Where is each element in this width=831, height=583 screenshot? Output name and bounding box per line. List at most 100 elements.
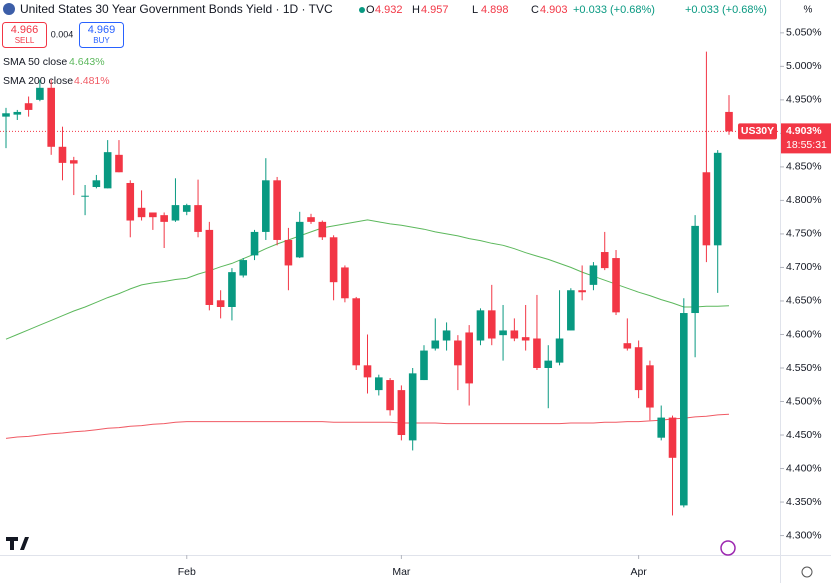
candle-body <box>262 180 270 232</box>
ohlc-label: H <box>412 4 420 16</box>
sell-button[interactable]: 4.966 SELL <box>2 22 47 48</box>
ohlc-label: L <box>472 4 478 16</box>
axis-unit: % <box>804 5 813 16</box>
y-tick-label: 4.400% <box>786 462 822 474</box>
candle-body <box>600 252 609 269</box>
tv-logo <box>6 537 29 550</box>
x-tick-label: Feb <box>178 566 196 578</box>
candle-body <box>476 310 485 341</box>
candle-body <box>228 272 236 307</box>
candle-body <box>126 182 135 221</box>
candle-body <box>81 195 89 197</box>
candle-body <box>194 205 202 232</box>
candle-body <box>318 221 327 238</box>
ohlc-value: 4.903 <box>540 4 568 16</box>
candle-body <box>555 338 564 363</box>
candle-body <box>578 290 586 293</box>
y-tick-label: 4.300% <box>786 529 822 541</box>
candle-body <box>544 360 553 368</box>
candle-body <box>499 330 507 336</box>
sma-line <box>5 413 730 439</box>
y-tick-label: 4.600% <box>786 328 822 340</box>
legend-name: SMA 50 close <box>3 56 67 68</box>
candle-body <box>454 340 462 366</box>
candle-body <box>69 160 78 164</box>
y-tick-label: 5.000% <box>786 60 822 72</box>
candle-body <box>205 229 214 305</box>
buy-label: BUY <box>93 36 110 45</box>
status-dot <box>359 7 365 13</box>
candle-body <box>691 225 699 314</box>
candle-body <box>352 298 361 366</box>
candle-body <box>521 337 530 341</box>
candle-body <box>510 330 519 339</box>
countdown: 18:55:31 <box>786 139 827 151</box>
candle-body <box>386 380 394 411</box>
settings-icon[interactable] <box>801 566 813 578</box>
y-tick-label: 4.750% <box>786 228 822 240</box>
candle-body <box>657 417 666 438</box>
candle-body <box>612 258 620 313</box>
price-box <box>781 123 831 154</box>
y-tick-label: 4.650% <box>786 295 822 307</box>
candle-body <box>273 180 281 240</box>
title: United States 30 Year Government Bonds Y… <box>20 2 333 16</box>
flash-icon[interactable] <box>720 540 736 556</box>
candle-body <box>160 215 168 222</box>
spread: 0.004 <box>51 29 74 39</box>
y-tick-label: 4.950% <box>786 94 822 106</box>
candle-body <box>58 146 67 163</box>
y-tick-label: 4.550% <box>786 362 822 374</box>
candle-body <box>363 365 372 378</box>
candle-body <box>295 221 304 258</box>
candle-body <box>329 237 338 283</box>
ohlc-value: 4.957 <box>421 4 449 16</box>
buy-price: 4.969 <box>88 24 116 36</box>
change: +0.033 (+0.68%) <box>685 4 767 16</box>
y-tick-label: 4.700% <box>786 261 822 273</box>
candle-body <box>182 205 191 212</box>
price-label: 4.903% <box>786 125 822 137</box>
candle-body <box>533 338 541 368</box>
y-tick-label: 4.450% <box>786 429 822 441</box>
candle-body <box>36 87 44 100</box>
candle-body <box>24 103 33 110</box>
sell-label: SELL <box>15 36 35 45</box>
x-tick-label: Mar <box>392 566 411 578</box>
candle-body <box>250 231 259 256</box>
candle-body <box>216 300 225 307</box>
ohlc-value: 4.932 <box>375 4 403 16</box>
candle-body <box>374 377 383 391</box>
candle-body <box>487 310 496 339</box>
sma-line <box>5 219 730 340</box>
candle-body <box>92 180 101 188</box>
candle-body <box>341 267 349 299</box>
legend-value: 4.643% <box>69 56 105 68</box>
candle-body <box>397 390 406 436</box>
candle-body <box>284 239 293 266</box>
candle-body <box>115 154 123 173</box>
candle-body <box>668 417 677 458</box>
candle-body <box>239 260 248 276</box>
candle-body <box>13 111 22 115</box>
candle-body <box>2 113 10 117</box>
y-tick-label: 4.500% <box>786 395 822 407</box>
candle-body <box>420 350 428 381</box>
candle-body <box>623 343 632 349</box>
ohlc-label: O <box>366 4 375 16</box>
ohlc-value: 4.898 <box>481 4 509 16</box>
buy-button[interactable]: 4.969 BUY <box>79 22 124 48</box>
candle-body <box>47 87 55 147</box>
candle-body <box>408 373 417 441</box>
candle-body <box>149 212 157 218</box>
y-tick-label: 4.800% <box>786 194 822 206</box>
candle-body <box>431 340 440 349</box>
candle-body <box>465 332 473 384</box>
symbol: US30Y <box>741 125 774 137</box>
candle-body <box>634 347 643 391</box>
x-tick-label: Apr <box>630 566 647 578</box>
candle-body <box>567 290 575 331</box>
legend-value: 4.481% <box>74 75 110 87</box>
candle-body <box>725 111 733 132</box>
